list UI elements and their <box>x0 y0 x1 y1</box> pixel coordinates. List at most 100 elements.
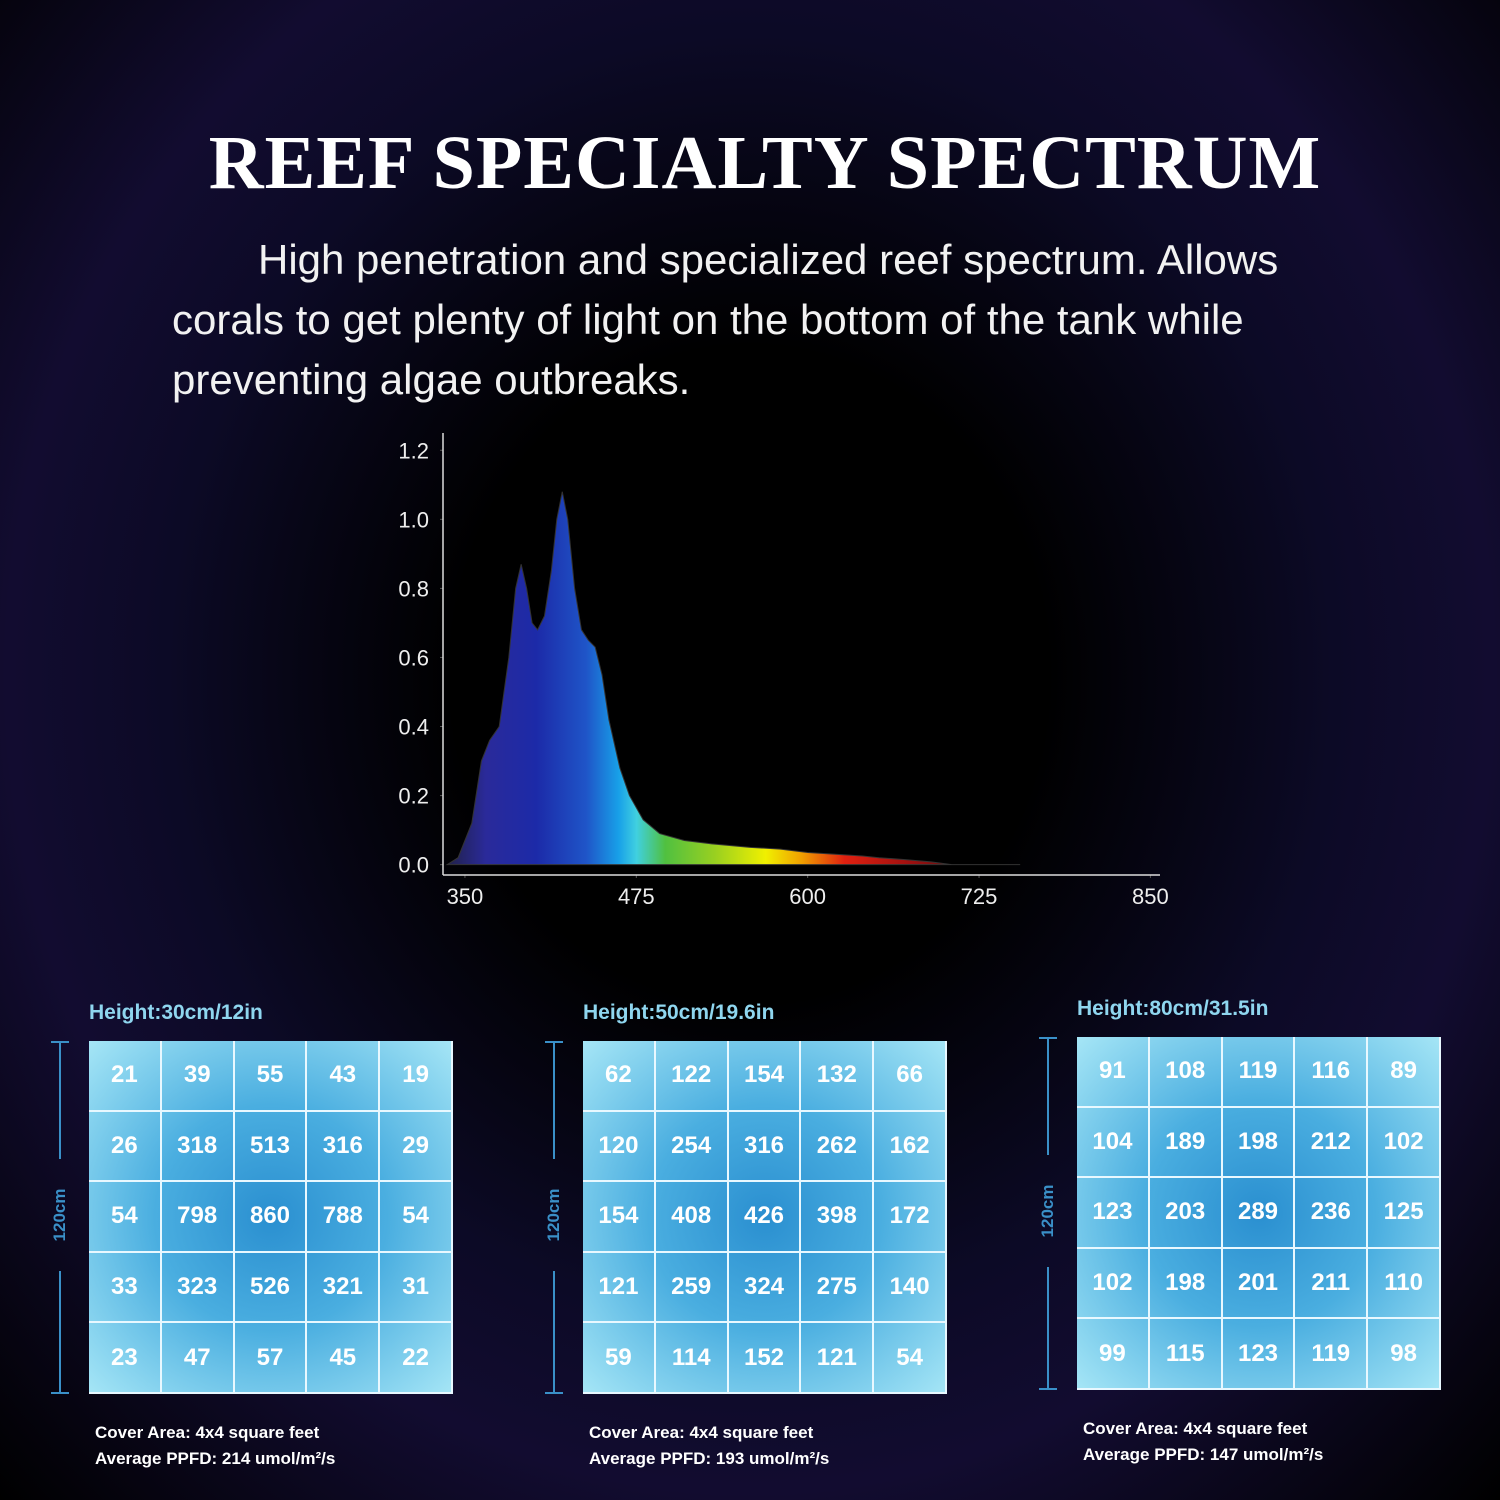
grid-cell: 203 <box>1149 1178 1223 1249</box>
grid-cell: 324 <box>728 1252 802 1324</box>
bracket-end <box>545 1392 563 1394</box>
x-tick-label: 600 <box>789 884 826 909</box>
grid-cell: 318 <box>161 1111 235 1183</box>
grid-cell: 120 <box>583 1111 656 1183</box>
grid-cell: 201 <box>1222 1248 1296 1320</box>
y-tick-label: 0.6 <box>398 645 429 670</box>
x-tick-label: 475 <box>618 884 655 909</box>
grid-cell: 119 <box>1222 1037 1296 1108</box>
height-bracket: 120cm <box>539 1041 569 1394</box>
panel-title: Height:50cm/19.6in <box>583 1001 775 1024</box>
bracket-line <box>1047 1037 1049 1155</box>
grid-cell: 788 <box>307 1182 381 1253</box>
grid-cell: 198 <box>1149 1248 1223 1320</box>
grid-cell: 321 <box>307 1252 381 1324</box>
grid-cell: 57 <box>234 1323 308 1394</box>
average-ppfd: Average PPFD: 193 umol/m²/s <box>589 1449 830 1468</box>
grid-cell: 121 <box>583 1252 656 1324</box>
grid-cell: 172 <box>874 1182 947 1253</box>
bracket-end <box>1039 1037 1057 1039</box>
bracket-end <box>51 1041 69 1043</box>
y-tick-label: 0.4 <box>398 715 429 740</box>
grid-cell: 21 <box>89 1041 162 1112</box>
x-tick-label: 850 <box>1132 884 1169 909</box>
grid-cell: 62 <box>583 1041 656 1112</box>
grid-cell: 26 <box>89 1111 162 1183</box>
grid-cell: 55 <box>234 1041 308 1112</box>
grid-cell: 121 <box>801 1323 875 1394</box>
grid-cell: 162 <box>874 1111 947 1183</box>
grid-cell: 91 <box>1077 1037 1150 1108</box>
grid-cell: 198 <box>1222 1107 1296 1179</box>
ppfd-grid: 62 122 154 132 66 120 254 316 262 162 154 408 426 398… <box>583 1041 947 1394</box>
grid-cell: 119 <box>1295 1319 1369 1390</box>
grid-cell: 189 <box>1149 1107 1223 1179</box>
grid-cell: 123 <box>1222 1319 1296 1390</box>
grid-cell: 31 <box>380 1252 453 1324</box>
height-bracket: 120cm <box>45 1041 75 1394</box>
bracket-line <box>59 1041 61 1159</box>
grid-cell: 99 <box>1077 1319 1150 1390</box>
grid-cell: 102 <box>1368 1107 1441 1179</box>
side-label: 120cm <box>544 1188 563 1242</box>
y-tick-label: 0.2 <box>398 784 429 809</box>
grid-cell: 89 <box>1368 1037 1441 1108</box>
grid-cell: 54 <box>874 1323 947 1394</box>
grid-cell: 33 <box>89 1252 162 1324</box>
grid-cell: 98 <box>1368 1319 1441 1390</box>
grid-cell: 115 <box>1149 1319 1223 1390</box>
grid-cell: 236 <box>1295 1178 1369 1249</box>
cover-area: Cover Area: 4x4 square feet <box>95 1423 320 1442</box>
grid-cell: 259 <box>655 1252 729 1324</box>
side-label: 120cm <box>1038 1184 1057 1238</box>
grid-cell: 59 <box>583 1323 656 1394</box>
grid-cell: 122 <box>655 1041 729 1112</box>
bracket-end <box>1039 1388 1057 1390</box>
x-tick-label: 350 <box>447 884 484 909</box>
y-tick-label: 0.0 <box>398 853 429 878</box>
grid-cell: 262 <box>801 1111 875 1183</box>
bracket-line <box>1047 1267 1049 1390</box>
average-ppfd: Average PPFD: 214 umol/m²/s <box>95 1449 336 1468</box>
grid-cell: 123 <box>1077 1178 1150 1249</box>
grid-cell: 289 <box>1222 1178 1296 1249</box>
cover-area: Cover Area: 4x4 square feet <box>589 1423 814 1442</box>
bracket-end <box>545 1041 563 1043</box>
grid-cell: 29 <box>380 1111 453 1183</box>
grid-cell: 19 <box>380 1041 453 1112</box>
grid-cell: 140 <box>874 1252 947 1324</box>
bracket-end <box>51 1392 69 1394</box>
grid-cell: 22 <box>380 1323 453 1394</box>
grid-cell: 526 <box>234 1252 308 1324</box>
title: REEF SPECIALTY SPECTRUM <box>208 121 1322 205</box>
grid-cell: 54 <box>89 1182 162 1253</box>
grid-cell: 132 <box>801 1041 875 1112</box>
side-label: 120cm <box>50 1188 69 1242</box>
grid-cell: 114 <box>655 1323 729 1394</box>
height-bracket: 120cm <box>1033 1037 1063 1390</box>
description: High penetration and specialized reef sp… <box>172 236 1279 403</box>
grid-cell: 154 <box>728 1041 802 1112</box>
bracket-line <box>553 1271 555 1394</box>
grid-cell: 45 <box>307 1323 381 1394</box>
y-tick-label: 1.0 <box>398 507 429 532</box>
grid-cell: 47 <box>161 1323 235 1394</box>
grid-cell: 110 <box>1368 1248 1441 1320</box>
grid-cell: 39 <box>161 1041 235 1112</box>
grid-cell: 254 <box>655 1111 729 1183</box>
grid-cell: 108 <box>1149 1037 1223 1108</box>
grid-cell: 54 <box>380 1182 453 1253</box>
grid-cell: 316 <box>307 1111 381 1183</box>
grid-cell: 426 <box>728 1182 802 1253</box>
grid-cell: 104 <box>1077 1107 1150 1179</box>
ppfd-grid: 91 108 119 116 89 104 189 198 212 102 123 203 289 236… <box>1077 1037 1441 1390</box>
grid-cell: 513 <box>234 1111 308 1183</box>
grid-cell: 211 <box>1295 1248 1369 1320</box>
grid-cell: 860 <box>234 1182 308 1253</box>
ppfd-grid: 21 39 55 43 19 26 318 513 316 29 54 798 860 788 54 33 32… <box>89 1041 453 1394</box>
x-tick-label: 725 <box>961 884 998 909</box>
grid-cell: 398 <box>801 1182 875 1253</box>
average-ppfd: Average PPFD: 147 umol/m²/s <box>1083 1445 1324 1464</box>
bracket-line <box>59 1271 61 1394</box>
